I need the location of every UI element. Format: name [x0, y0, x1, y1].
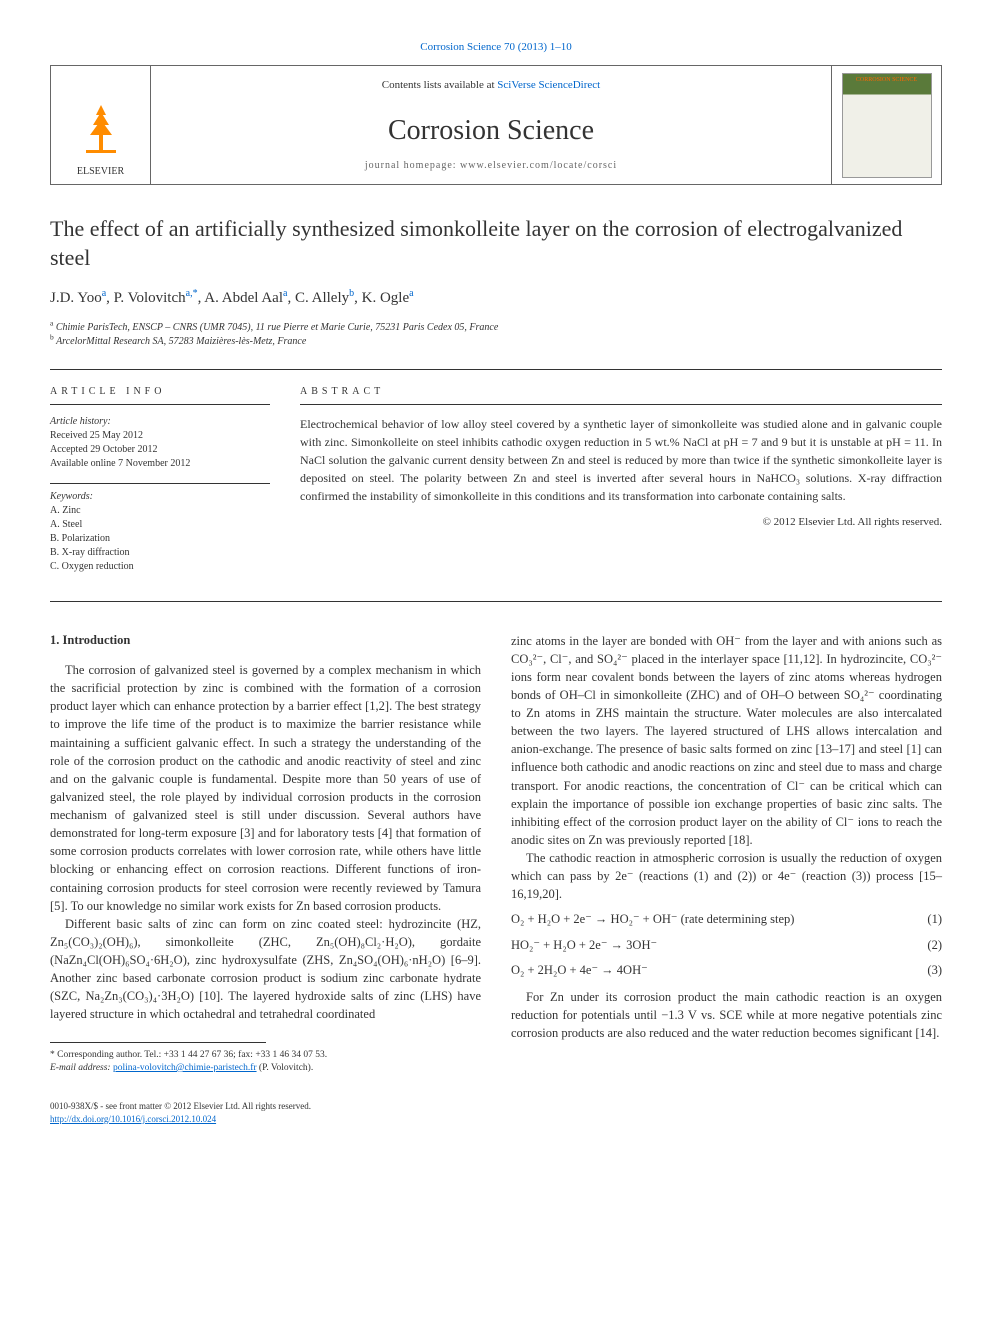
keyword: A. Zinc	[50, 505, 81, 516]
sciencedirect-link[interactable]: SciVerse ScienceDirect	[497, 79, 600, 91]
equation-number: (2)	[927, 937, 942, 955]
abstract-col: ABSTRACT Electrochemical behavior of low…	[300, 385, 942, 586]
body-paragraph: zinc atoms in the layer are bonded with …	[511, 632, 942, 850]
history-label: Article history:	[50, 416, 111, 427]
article-history: Article history: Received 25 May 2012 Ac…	[50, 415, 270, 471]
accepted-date: Accepted 29 October 2012	[50, 444, 157, 455]
email-footnote: E-mail address: polina-volovitch@chimie-…	[50, 1062, 481, 1075]
author-affil-marker: a	[283, 288, 287, 299]
doi-link[interactable]: http://dx.doi.org/10.1016/j.corsci.2012.…	[50, 1114, 216, 1124]
equation-number: (3)	[927, 962, 942, 980]
keyword: A. Steel	[50, 519, 82, 530]
received-date: Received 25 May 2012	[50, 430, 143, 441]
article-title: The effect of an artificially synthesize…	[50, 215, 942, 272]
equation-2: HO₂⁻ + H₂O + 2e⁻ → 3OH⁻ (2)	[511, 937, 942, 955]
journal-reference: Corrosion Science 70 (2013) 1–10	[50, 40, 942, 55]
author-affil-marker: b	[349, 288, 354, 299]
publisher-logo-cell: ELSEVIER	[51, 66, 151, 184]
body-paragraph: Different basic salts of zinc can form o…	[50, 915, 481, 1024]
equation-body: HO₂⁻ + H₂O + 2e⁻ → 3OH⁻	[511, 937, 657, 955]
elsevier-tree-icon	[76, 100, 126, 160]
equation-number: (1)	[927, 911, 942, 929]
journal-homepage: journal homepage: www.elsevier.com/locat…	[365, 159, 617, 173]
authors-line: J.D. Yooa, P. Volovitcha,*, A. Abdel Aal…	[50, 288, 942, 309]
body-paragraph: The cathodic reaction in atmospheric cor…	[511, 849, 942, 903]
author-affil-marker: a	[102, 288, 106, 299]
article-info-col: ARTICLE INFO Article history: Received 2…	[50, 385, 270, 586]
cover-thumb-cell: CORROSION SCIENCE	[831, 66, 941, 184]
email-suffix: (P. Volovitch).	[257, 1063, 314, 1073]
section-heading-intro: 1. Introduction	[50, 632, 481, 650]
keywords-block: Keywords: A. Zinc A. Steel B. Polarizati…	[50, 483, 270, 574]
email-link[interactable]: polina-volovitch@chimie-paristech.fr	[113, 1063, 257, 1073]
journal-cover-thumb: CORROSION SCIENCE	[842, 73, 932, 178]
author-affil-marker: a,	[186, 288, 193, 299]
affiliations: a Chimie ParisTech, ENSCP – CNRS (UMR 70…	[50, 321, 942, 349]
equation-body: O₂ + H₂O + 2e⁻ → HO₂⁻ + OH⁻ (rate determ…	[511, 911, 794, 929]
left-column: 1. Introduction The corrosion of galvani…	[50, 632, 481, 1126]
affiliation-a: Chimie ParisTech, ENSCP – CNRS (UMR 7045…	[56, 322, 498, 333]
copyright-footer: 0010-938X/$ - see front matter © 2012 El…	[50, 1100, 481, 1125]
right-column: zinc atoms in the layer are bonded with …	[511, 632, 942, 1126]
equation-1: O₂ + H₂O + 2e⁻ → HO₂⁻ + OH⁻ (rate determ…	[511, 911, 942, 929]
abstract-copyright: © 2012 Elsevier Ltd. All rights reserved…	[300, 515, 942, 530]
body-columns: 1. Introduction The corrosion of galvani…	[50, 632, 942, 1126]
equation-body: O₂ + 2H₂O + 4e⁻ → 4OH⁻	[511, 962, 648, 980]
online-date: Available online 7 November 2012	[50, 458, 190, 469]
affiliation-b: ArcelorMittal Research SA, 57283 Maizièr…	[56, 336, 306, 347]
journal-name: Corrosion Science	[388, 111, 594, 150]
corresponding-marker[interactable]: *	[193, 288, 198, 299]
contents-available: Contents lists available at SciVerse Sci…	[382, 78, 600, 93]
corresponding-footnote: * Corresponding author. Tel.: +33 1 44 2…	[50, 1049, 481, 1062]
journal-header-box: ELSEVIER Contents lists available at Sci…	[50, 65, 942, 185]
body-paragraph: For Zn under its corrosion product the m…	[511, 988, 942, 1042]
article-info-label: ARTICLE INFO	[50, 385, 270, 405]
info-abstract-row: ARTICLE INFO Article history: Received 2…	[50, 369, 942, 602]
publisher-name: ELSEVIER	[77, 165, 124, 179]
equation-3: O₂ + 2H₂O + 4e⁻ → 4OH⁻ (3)	[511, 962, 942, 980]
keyword: B. Polarization	[50, 533, 110, 544]
body-paragraph: The corrosion of galvanized steel is gov…	[50, 661, 481, 915]
footnote-separator	[50, 1042, 266, 1043]
email-label: E-mail address:	[50, 1063, 113, 1073]
abstract-text: Electrochemical behavior of low alloy st…	[300, 415, 942, 505]
front-matter-line: 0010-938X/$ - see front matter © 2012 El…	[50, 1101, 311, 1111]
keywords-label: Keywords:	[50, 491, 93, 502]
header-center: Contents lists available at SciVerse Sci…	[151, 66, 831, 184]
keyword: B. X-ray diffraction	[50, 547, 130, 558]
abstract-label: ABSTRACT	[300, 385, 942, 405]
keyword: C. Oxygen reduction	[50, 561, 134, 572]
contents-text: Contents lists available at	[382, 79, 497, 91]
author-affil-marker: a	[409, 288, 413, 299]
